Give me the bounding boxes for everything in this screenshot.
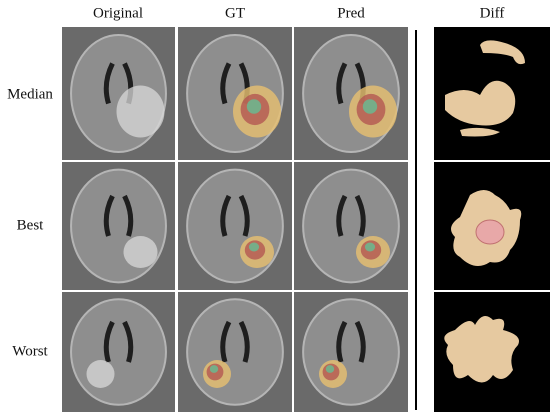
brain <box>70 168 167 284</box>
brain <box>70 298 167 406</box>
diff-region <box>480 40 525 65</box>
ventricle <box>220 194 250 237</box>
column-header: Diff <box>480 5 505 21</box>
row-label: Best <box>17 217 45 233</box>
overlay-enhancing <box>325 365 335 373</box>
diff-region <box>444 316 519 383</box>
overlay-enhancing <box>209 365 219 373</box>
overlay-enhancing <box>246 99 262 114</box>
brain <box>186 168 284 284</box>
diff-core <box>475 219 505 245</box>
column-header: Original <box>93 5 143 21</box>
diff-region <box>460 127 500 137</box>
ventricle <box>336 320 366 363</box>
overlay-enhancing <box>248 242 260 252</box>
diff-region <box>445 80 516 126</box>
column-header: GT <box>225 5 245 21</box>
image-grid <box>62 27 550 412</box>
lesion <box>123 236 158 268</box>
ventricle <box>336 194 366 237</box>
brain <box>302 298 400 406</box>
overlay-enhancing <box>362 99 378 114</box>
overlay-enhancing <box>364 242 376 252</box>
brain <box>302 168 400 284</box>
row-label: Median <box>7 86 53 102</box>
brain <box>186 298 284 406</box>
row-label: Worst <box>12 343 48 359</box>
lesion <box>116 85 165 138</box>
ventricle <box>103 320 134 363</box>
ventricle <box>103 194 134 237</box>
column-header: Pred <box>337 5 365 21</box>
ventricle <box>220 320 250 363</box>
lesion <box>86 360 115 388</box>
